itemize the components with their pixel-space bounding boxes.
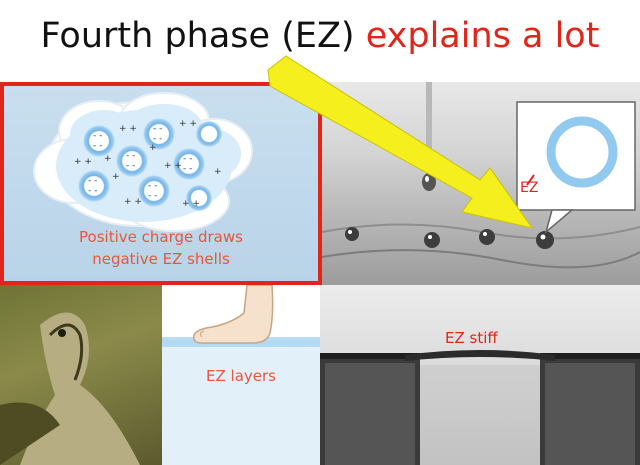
svg-text:+: + xyxy=(104,154,112,164)
ez-callout-label: EZ xyxy=(520,180,539,196)
cloud-caption-line2: negative EZ shells xyxy=(92,250,230,268)
svg-text:- -: - - xyxy=(148,191,157,201)
cloud-caption: Positive charge draws negative EZ shells xyxy=(4,226,318,270)
water-bridge xyxy=(405,350,555,361)
svg-text:+: + xyxy=(214,167,222,177)
svg-text:- -: - - xyxy=(88,186,97,196)
ez-ring xyxy=(546,116,618,188)
ez-layers-label: EZ layers xyxy=(206,367,276,385)
svg-text:+ +: + + xyxy=(124,197,142,207)
svg-text:+: + xyxy=(112,172,120,182)
cloud-illustration: - -- - - -- - - -- - - -- - - -- - - -- … xyxy=(33,92,253,232)
svg-text:+ +: + + xyxy=(74,157,92,167)
svg-text:- -: - - xyxy=(93,141,102,151)
slide-title: Fourth phase (EZ) explains a lot xyxy=(0,14,640,58)
svg-text:- -: - - xyxy=(153,134,162,144)
floating-droplets xyxy=(345,227,554,249)
ez-stiff-bridge-photo: EZ stiff xyxy=(320,285,640,465)
needle xyxy=(426,82,432,170)
svg-text:+ +: + + xyxy=(179,119,197,129)
svg-text:- -: - - xyxy=(148,181,157,191)
title-part-red: explains a lot xyxy=(365,16,600,56)
svg-text:+: + xyxy=(149,143,157,153)
title-part-black: Fourth phase (EZ) xyxy=(40,16,366,56)
foot-on-water-illustration: EZ layers xyxy=(162,285,320,465)
basilisk-lizard-photo xyxy=(0,285,162,465)
foot xyxy=(192,285,274,344)
svg-text:+ +: + + xyxy=(119,124,137,134)
svg-text:+ +: + + xyxy=(182,199,200,209)
svg-text:- -: - - xyxy=(88,176,97,186)
ez-shell-rings xyxy=(77,117,223,212)
svg-text:- -: - - xyxy=(153,124,162,134)
cloud-caption-line1: Positive charge draws xyxy=(79,228,243,246)
svg-text:- -: - - xyxy=(93,131,102,141)
ez-shells-cloud-panel: - -- - - -- - - -- - - -- - - -- - - -- … xyxy=(0,82,322,285)
svg-text:+ +: + + xyxy=(164,161,182,171)
svg-text:- -: - - xyxy=(183,164,192,174)
ez-stiff-label: EZ stiff xyxy=(445,329,498,347)
svg-text:- -: - - xyxy=(126,151,135,161)
droplets-illustration xyxy=(322,82,640,269)
svg-text:- -: - - xyxy=(183,154,192,164)
svg-text:- -: - - xyxy=(126,161,135,171)
